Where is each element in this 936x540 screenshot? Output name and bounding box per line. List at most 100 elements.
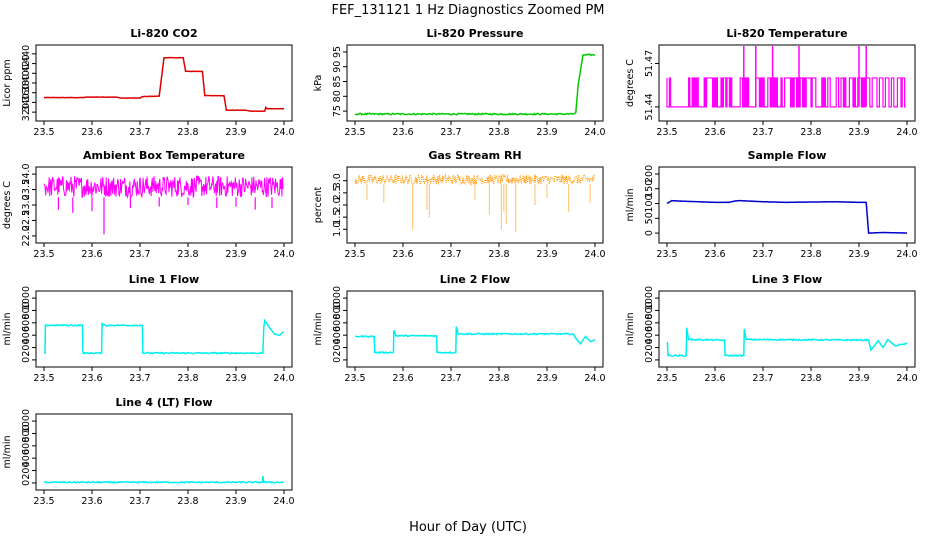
panel-1: Li-820 CO2 Licor ppm 23.5 23.6 23.7 23.8 23.9 2… (2, 27, 295, 138)
panel-6-x-tick-label: 23.8 (800, 249, 821, 260)
panel-1-plot-area (43, 56, 285, 113)
panel-5-series-line (354, 173, 596, 187)
panel-10-y-tick-label: 800 (21, 424, 32, 442)
panel-2-frame (346, 44, 604, 122)
panel-6-x-tick-label: 23.5 (656, 249, 677, 260)
panel-8-x-tick-label: 24.0 (584, 373, 605, 384)
panel-3-series-line (666, 77, 906, 108)
panel-1-y-tick-label: 360 (21, 84, 32, 102)
panel-4-x-tick-label: 24.0 (273, 249, 294, 260)
panel-2-x-tick-label: 23.5 (344, 127, 365, 138)
panel-5-frame (346, 166, 604, 244)
panel-10-x-tick-label: 23.5 (33, 496, 54, 507)
panel-3-x-tick-label: 23.5 (656, 127, 677, 138)
panel-10-y-tick-label: 1000 (21, 409, 32, 433)
panel-4-y-tick-label: 24.0 (21, 164, 32, 185)
panel-1-frame (35, 44, 293, 122)
panel-7-series-line (44, 318, 285, 355)
panel-7-y-tick-label: 1000 (21, 286, 32, 310)
panel-8-y-tick-label: 1000 (332, 286, 343, 310)
panel-9-y-tick-label: 600 (644, 314, 655, 332)
panel-9-x-tick-label: 23.7 (752, 373, 773, 384)
panel-2-y-tick-label: 75 (332, 105, 343, 117)
panel-8-y-tick-label: 400 (332, 326, 343, 344)
panel-8-series-line (354, 326, 596, 355)
panel-4-plot-area (43, 175, 285, 235)
panel-9-series-line (666, 327, 908, 358)
panel-10-y-tick-label: 600 (21, 437, 32, 455)
panel-7-y-axis-label: ml/min (2, 312, 13, 345)
panel-10-y-tick-label: 400 (21, 449, 32, 467)
panel-5-y-axis-label: percent (313, 187, 324, 224)
panel-5: Gas Stream RH percent 23.5 23.6 23.7 23.8 23.9… (313, 149, 606, 260)
panel-10-frame (35, 413, 293, 491)
panel-4-y-tick-label: 22.5 (21, 210, 32, 231)
panel-8-y-axis-label: ml/min (313, 312, 324, 345)
panel-9: Line 3 Flow ml/min 23.5 23.6 23.7 23.8 23.9 24.… (625, 273, 918, 384)
panel-3-frame (658, 44, 916, 122)
panel-3-y-axis-label: degrees C (625, 59, 636, 107)
panel-10-y-tick-label: 200 (21, 461, 32, 479)
panel-1-title: Li-820 CO2 (130, 27, 197, 40)
panel-9-y-tick-label: 0 (644, 357, 655, 363)
panel-8-x-tick-label: 23.8 (488, 373, 509, 384)
panel-8-x-tick-label: 23.7 (440, 373, 461, 384)
panel-10-y-axis-label: ml/min (2, 435, 13, 468)
panel-3-x-tick-label: 23.7 (752, 127, 773, 138)
panel-5-y-tick-label: 1.0 (332, 222, 343, 237)
figure-title: FEF_131121 1 Hz Diagnostics Zoomed PM (331, 3, 604, 18)
panel-1-y-tick-label: 340 (21, 93, 32, 111)
panel-7: Line 1 Flow ml/min 23.5 23.6 23.7 23.8 23.9 24.… (2, 273, 295, 384)
panel-3: Li-820 Temperature degrees C 23.5 23.6 23.7 2… (625, 27, 918, 138)
panel-2-x-tick-label: 23.6 (392, 127, 413, 138)
panel-9-y-tick-label: 800 (644, 301, 655, 319)
panel-6-x-tick-label: 23.6 (704, 249, 725, 260)
panel-4-y-tick-label: 22.0 (21, 225, 32, 246)
panel-10-plot-area (43, 475, 285, 484)
panel-9-y-tick-label: 200 (644, 338, 655, 356)
panel-9-x-tick-label: 23.8 (800, 373, 821, 384)
panel-6-x-tick-label: 23.7 (752, 249, 773, 260)
panel-1-y-tick-label: 320 (21, 103, 32, 121)
panel-4-y-tick-label: 23.0 (21, 194, 32, 215)
panel-1-y-tick-label: 420 (21, 55, 32, 73)
panel-2-x-tick-label: 23.9 (536, 127, 557, 138)
panel-8-y-tick-label: 800 (332, 301, 343, 319)
panel-10-x-tick-label: 24.0 (273, 496, 294, 507)
panel-1-y-tick-label: 400 (21, 64, 32, 82)
panel-7-x-tick-label: 23.7 (129, 373, 150, 384)
panel-2-x-tick-label: 23.7 (440, 127, 461, 138)
panel-7-frame (35, 290, 293, 368)
panel-7-y-tick-label: 800 (21, 301, 32, 319)
panel-3-y-tick-label: 51.44 (644, 93, 655, 120)
panel-3-x-tick-label: 23.9 (848, 127, 869, 138)
panel-7-y-tick-label: 200 (21, 338, 32, 356)
panel-1-x-tick-label: 23.6 (81, 127, 102, 138)
panel-9-y-axis-label: ml/min (625, 312, 636, 345)
panel-2-y-tick-label: 80 (332, 90, 343, 102)
panel-6-y-tick-label: 0 (644, 230, 655, 236)
panel-5-plot-area (354, 173, 596, 232)
panel-6-title: Sample Flow (748, 149, 827, 162)
panel-6-x-tick-label: 24.0 (896, 249, 917, 260)
panel-3-x-tick-label: 24.0 (896, 127, 917, 138)
panel-7-plot-area (44, 318, 285, 355)
panel-1-x-tick-label: 23.8 (177, 127, 198, 138)
panel-7-x-tick-label: 23.8 (177, 373, 198, 384)
panel-5-x-tick-label: 23.5 (344, 249, 365, 260)
panel-2-x-tick-label: 24.0 (584, 127, 605, 138)
panel-6-series-line (666, 199, 908, 234)
panel-6-y-tick-label: 100 (644, 194, 655, 212)
panel-4-x-tick-label: 23.8 (177, 249, 198, 260)
panel-8-plot-area (354, 326, 596, 355)
panel-9-x-tick-label: 23.5 (656, 373, 677, 384)
panel-6-y-tick-label: 150 (644, 180, 655, 198)
panel-1-x-tick-label: 23.5 (33, 127, 54, 138)
panel-6-y-axis-label: ml/min (625, 188, 636, 221)
panel-1-series-line (43, 56, 285, 113)
panel-10-x-tick-label: 23.9 (225, 496, 246, 507)
panel-7-y-tick-label: 400 (21, 326, 32, 344)
panel-7-x-tick-label: 23.9 (225, 373, 246, 384)
panel-5-y-tick-label: 3.0 (332, 173, 343, 188)
panel-4-title: Ambient Box Temperature (83, 149, 245, 162)
